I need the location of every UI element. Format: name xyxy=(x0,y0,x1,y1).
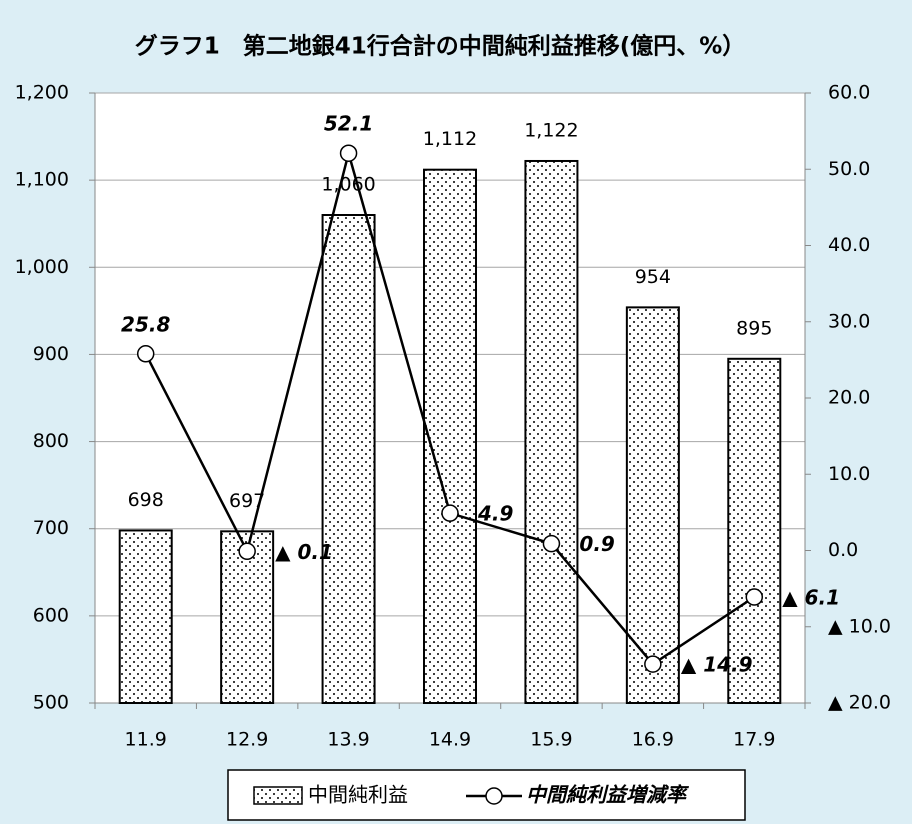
line-value-label: ▲ 6.1 xyxy=(782,586,840,610)
legend-label: 中間純利益 xyxy=(308,783,408,807)
line-value-label: ▲ 14.9 xyxy=(681,653,753,677)
y2-tick-label: 10.0 xyxy=(828,463,870,485)
y-tick-label: 1,200 xyxy=(15,82,69,104)
y2-tick-label: ▲ 10.0 xyxy=(828,615,891,637)
y2-tick-label: 0.0 xyxy=(828,539,858,561)
line-value-label: 52.1 xyxy=(324,112,373,136)
bar-value-label: 1,060 xyxy=(321,174,375,196)
line-marker xyxy=(238,542,256,561)
bar xyxy=(423,168,477,704)
bar-value-label: 954 xyxy=(635,266,671,288)
y-tick-label: 600 xyxy=(33,604,69,626)
y-tick-label: 1,100 xyxy=(15,169,69,191)
x-tick-label: 11.9 xyxy=(125,729,167,751)
line-marker xyxy=(542,534,561,553)
bar xyxy=(524,159,579,704)
y2-tick-label: 30.0 xyxy=(828,310,870,332)
y2-tick-label: 20.0 xyxy=(828,387,870,409)
bar-value-label: 698 xyxy=(128,489,164,511)
x-tick-label: 17.9 xyxy=(733,729,775,751)
bar xyxy=(625,306,680,704)
line-value-label: 4.9 xyxy=(477,502,514,526)
legend-marker xyxy=(485,787,503,805)
line-value-label: 25.8 xyxy=(121,312,170,336)
x-tick-label: 13.9 xyxy=(327,729,369,751)
y2-tick-label: 60.0 xyxy=(828,82,870,104)
y-tick-label: 700 xyxy=(33,517,69,539)
x-tick-label: 14.9 xyxy=(429,729,471,751)
line-marker xyxy=(339,144,358,162)
bar xyxy=(118,529,173,705)
bar xyxy=(321,214,376,704)
bar-value-label: 1,122 xyxy=(524,119,578,141)
x-tick-label: 16.9 xyxy=(632,729,674,751)
bar-value-label: 895 xyxy=(736,317,772,339)
y2-tick-label: 40.0 xyxy=(828,234,870,256)
line-marker xyxy=(441,504,459,522)
line-marker xyxy=(644,655,662,673)
chart-title: グラフ1 第二地銀41行合計の中間純利益推移(億円、%） xyxy=(135,33,746,60)
bar-value-label: 1,112 xyxy=(423,128,477,150)
y-tick-label: 800 xyxy=(33,430,69,452)
y-tick-label: 1,000 xyxy=(15,256,69,278)
x-tick-label: 12.9 xyxy=(226,729,268,751)
line-marker xyxy=(745,588,764,606)
legend-label: 中間純利益増減率 xyxy=(526,783,690,807)
x-tick-label: 15.9 xyxy=(530,729,572,751)
y-tick-label: 500 xyxy=(33,692,69,714)
bar xyxy=(727,357,782,704)
legend-swatch xyxy=(253,786,303,805)
line-value-label: ▲ 0.1 xyxy=(275,540,333,564)
line-marker xyxy=(136,345,155,363)
line-value-label: 0.9 xyxy=(579,532,615,556)
y2-tick-label: 50.0 xyxy=(828,158,870,180)
bar-value-label: 697 xyxy=(229,490,265,512)
y-tick-label: 900 xyxy=(33,343,69,365)
y2-tick-label: ▲ 20.0 xyxy=(828,692,891,714)
legend xyxy=(227,769,746,821)
